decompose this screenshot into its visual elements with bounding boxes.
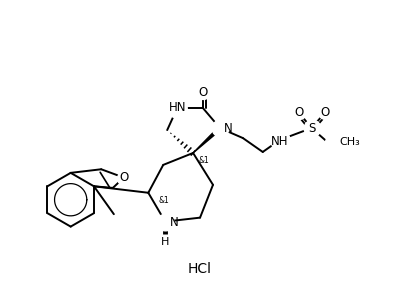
Text: O: O bbox=[119, 171, 129, 184]
Text: O: O bbox=[321, 106, 330, 119]
Text: CH₃: CH₃ bbox=[339, 137, 360, 147]
Text: &1: &1 bbox=[158, 196, 169, 205]
Text: H: H bbox=[161, 236, 169, 247]
Text: HCl: HCl bbox=[188, 262, 212, 276]
Text: &1: &1 bbox=[198, 156, 209, 165]
Text: O: O bbox=[294, 106, 303, 119]
Text: N: N bbox=[224, 122, 233, 135]
Text: S: S bbox=[308, 122, 315, 135]
Polygon shape bbox=[193, 127, 221, 153]
Text: N: N bbox=[170, 216, 179, 229]
Text: O: O bbox=[198, 86, 207, 99]
Text: HN: HN bbox=[168, 101, 186, 114]
Text: NH: NH bbox=[271, 134, 289, 147]
